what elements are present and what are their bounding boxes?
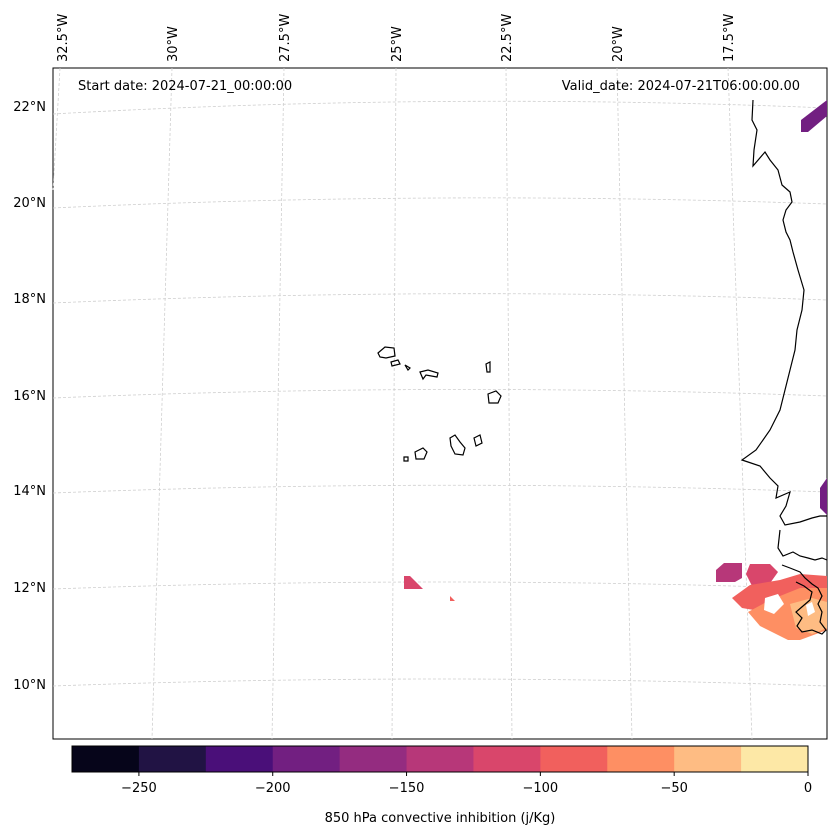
grid-lon-32-5: [52, 67, 61, 191]
lon-label-17-5: 17.5°W: [722, 14, 737, 62]
contour-patch-senegal-edge: [820, 478, 827, 515]
colorbar-swatch: [607, 746, 675, 772]
contour-patch-guinea-bissau: [716, 563, 742, 582]
colorbar-tick-label: −100: [523, 781, 559, 796]
lat-label-12: 12°N: [13, 581, 46, 596]
colorbar-swatches: [72, 746, 809, 772]
colorbar-swatch: [406, 746, 474, 772]
lon-label-20: 20°W: [611, 26, 626, 62]
africa-coastline: [740, 99, 827, 526]
contour-patch-guinea-1: [746, 564, 778, 586]
map-panel: [52, 67, 828, 740]
island-santa-luzia: [404, 364, 411, 371]
contour-gap-2: [764, 594, 784, 614]
lon-labels: 32.5°W 30°W 27.5°W 25°W 22.5°W 20°W 17.5…: [56, 14, 737, 62]
grid-lon-22-5: [505, 67, 513, 740]
island-sao-vicente: [390, 359, 401, 367]
lon-label-30: 30°W: [166, 26, 181, 62]
lon-label-22-5: 22.5°W: [500, 14, 515, 62]
contour-patch-guinea-4: [790, 598, 827, 634]
colorbar-tick-label: 0: [804, 781, 812, 796]
guinea-coastline: [781, 564, 827, 635]
guinea-bissau-coastline: [777, 529, 828, 561]
map-frame: [52, 67, 828, 740]
grid-lon-20: [616, 67, 633, 740]
colorbar-swatch: [205, 746, 274, 772]
contour-gap-1: [806, 602, 815, 616]
colorbar-ticks: −250 −200 −150 −100 −50 0: [121, 772, 812, 796]
colorbar-frame: [71, 745, 809, 773]
colorbar-swatch: [72, 746, 140, 772]
colorbar-swatch: [473, 746, 541, 772]
island-sal: [485, 361, 491, 373]
colorbar-swatch: [272, 746, 341, 772]
lat-label-20: 20°N: [13, 196, 46, 211]
colorbar-swatch: [741, 746, 809, 772]
lat-label-14: 14°N: [13, 484, 46, 499]
lat-label-22: 22°N: [13, 100, 46, 115]
colorbar-swatch: [138, 746, 207, 772]
start-date-label: Start date: 2024-07-21_00:00:00: [78, 79, 292, 94]
island-fogo: [414, 447, 428, 460]
colorbar-title: 850 hPa convective inhibition (j/Kg): [325, 811, 556, 826]
island-sao-nicolau: [419, 369, 439, 381]
contour-patch-ocean-1: [404, 576, 423, 589]
grid-lon-27-5: [271, 67, 285, 740]
lat-label-16: 16°N: [13, 389, 46, 404]
island-santiago: [449, 434, 466, 456]
colorbar: −250 −200 −150 −100 −50 0 850 hPa convective …: [71, 745, 812, 826]
colorbar-swatch: [674, 746, 742, 772]
coastlines: [377, 99, 828, 635]
grid-lat-18: [52, 293, 828, 304]
lon-label-25: 25°W: [390, 26, 405, 62]
grid-lat-12: [52, 581, 828, 590]
island-boa-vista: [487, 390, 502, 404]
colorbar-swatch: [540, 746, 608, 772]
lat-label-18: 18°N: [13, 292, 46, 307]
grid-lat-16: [52, 389, 828, 399]
contour-patch-ocean-2: [450, 596, 455, 601]
cin-contours: [404, 100, 827, 640]
grid-lon-17-5: [727, 67, 753, 740]
lat-label-10: 10°N: [13, 678, 46, 693]
grid-lat-14: [52, 484, 828, 494]
valid-date-label: Valid_date: 2024-07-21T06:00:00.00: [562, 79, 800, 94]
island-brava: [403, 456, 409, 462]
lon-label-32-5: 32.5°W: [56, 14, 71, 62]
grid-lon-30: [151, 67, 173, 740]
lon-label-27-5: 27.5°W: [278, 14, 293, 62]
colorbar-swatch: [339, 746, 408, 772]
grid-lat-20: [52, 197, 828, 209]
grid-lat-10: [52, 678, 828, 687]
lat-labels: 22°N 20°N 18°N 16°N 14°N 12°N 10°N: [13, 100, 46, 693]
colorbar-tick-label: −50: [660, 781, 687, 796]
colorbar-tick-label: −200: [255, 781, 291, 796]
grid-lon-25: [391, 67, 397, 740]
colorbar-tick-label: −150: [389, 781, 425, 796]
graticule: [52, 67, 828, 740]
colorbar-tick-label: −250: [121, 781, 157, 796]
island-santo-antao: [377, 346, 396, 359]
grid-lat-22: [52, 100, 828, 115]
contour-patch-nw-africa: [801, 100, 827, 132]
island-maio: [473, 434, 483, 447]
